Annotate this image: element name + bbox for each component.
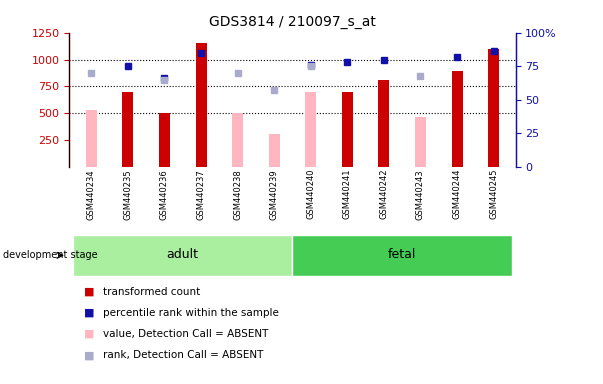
Text: GSM440240: GSM440240 [306,169,315,220]
Text: GSM440236: GSM440236 [160,169,169,220]
Bar [305,92,316,167]
Text: rank, Detection Call = ABSENT: rank, Detection Call = ABSENT [103,350,263,360]
Text: ■: ■ [84,308,95,318]
Text: GSM440241: GSM440241 [343,169,352,220]
Text: GSM440242: GSM440242 [379,169,388,220]
Title: GDS3814 / 210097_s_at: GDS3814 / 210097_s_at [209,15,376,29]
Text: development stage: development stage [3,250,98,260]
Text: ■: ■ [84,287,95,297]
Text: GSM440245: GSM440245 [489,169,498,220]
Text: value, Detection Call = ABSENT: value, Detection Call = ABSENT [103,329,268,339]
Text: percentile rank within the sample: percentile rank within the sample [103,308,279,318]
Bar [195,43,206,167]
Text: GSM440237: GSM440237 [197,169,206,220]
Text: GSM440234: GSM440234 [87,169,96,220]
Text: GSM440238: GSM440238 [233,169,242,220]
Bar [488,49,499,167]
Bar [379,80,390,167]
Text: adult: adult [166,248,199,261]
Text: transformed count: transformed count [103,287,200,297]
Text: ■: ■ [84,329,95,339]
Bar [415,116,426,167]
Text: fetal: fetal [388,248,416,261]
Text: GSM440235: GSM440235 [124,169,133,220]
Bar [122,92,133,167]
Text: GSM440239: GSM440239 [270,169,279,220]
Bar [73,235,292,276]
Text: GSM440243: GSM440243 [416,169,425,220]
Bar [292,235,512,276]
Bar [269,134,280,167]
Bar [86,110,96,167]
Text: GSM440244: GSM440244 [452,169,461,220]
Bar [452,71,463,167]
Bar [159,113,170,167]
Bar [232,113,243,167]
Text: ■: ■ [84,350,95,360]
Bar [342,92,353,167]
